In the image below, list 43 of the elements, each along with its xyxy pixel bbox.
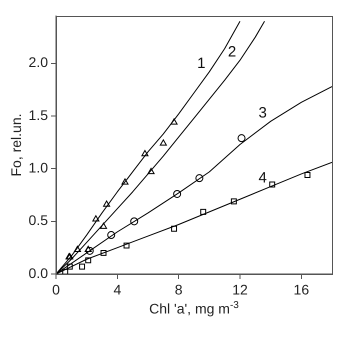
point <box>173 190 182 198</box>
y-tick-label: 1.0 <box>28 160 48 176</box>
series-label: 1 <box>197 54 206 72</box>
series-label: 3 <box>258 104 267 122</box>
point <box>107 231 116 240</box>
point <box>171 226 178 232</box>
point <box>103 200 110 207</box>
series-label: 4 <box>258 170 267 187</box>
point <box>130 217 138 226</box>
x-tick-label: 16 <box>294 281 310 298</box>
point <box>269 182 276 188</box>
y-axis-title: Fo, rel.un. <box>8 113 24 177</box>
point <box>92 215 100 222</box>
point <box>86 246 94 255</box>
point <box>160 139 167 146</box>
y-tick-label: 1.5 <box>28 106 48 123</box>
point <box>200 208 206 215</box>
x-tick-label: 8 <box>174 281 183 298</box>
point <box>304 172 310 178</box>
x-axis-title: Chl 'a', mg m$^{-3}$ <box>148 300 240 317</box>
point <box>195 174 204 182</box>
y-tick-label: 2.0 <box>28 54 48 70</box>
point <box>100 250 107 256</box>
point <box>124 242 130 249</box>
point <box>100 222 108 229</box>
point <box>62 268 68 274</box>
x-tick-label: 12 <box>232 281 248 298</box>
point <box>66 264 73 270</box>
point <box>238 134 246 142</box>
x-tick-label: 4 <box>113 281 122 298</box>
series-label: 2 <box>228 43 236 60</box>
point <box>170 118 178 125</box>
point <box>148 168 155 174</box>
point <box>84 246 92 252</box>
x-tick-label: 0 <box>52 281 60 298</box>
point <box>141 150 148 156</box>
y-tick-label: 0.0 <box>28 264 48 281</box>
point <box>230 198 237 204</box>
y-tick-label: 0.5 <box>28 212 48 228</box>
point <box>121 178 129 185</box>
point <box>85 257 92 264</box>
point <box>79 264 86 270</box>
point <box>74 246 81 252</box>
